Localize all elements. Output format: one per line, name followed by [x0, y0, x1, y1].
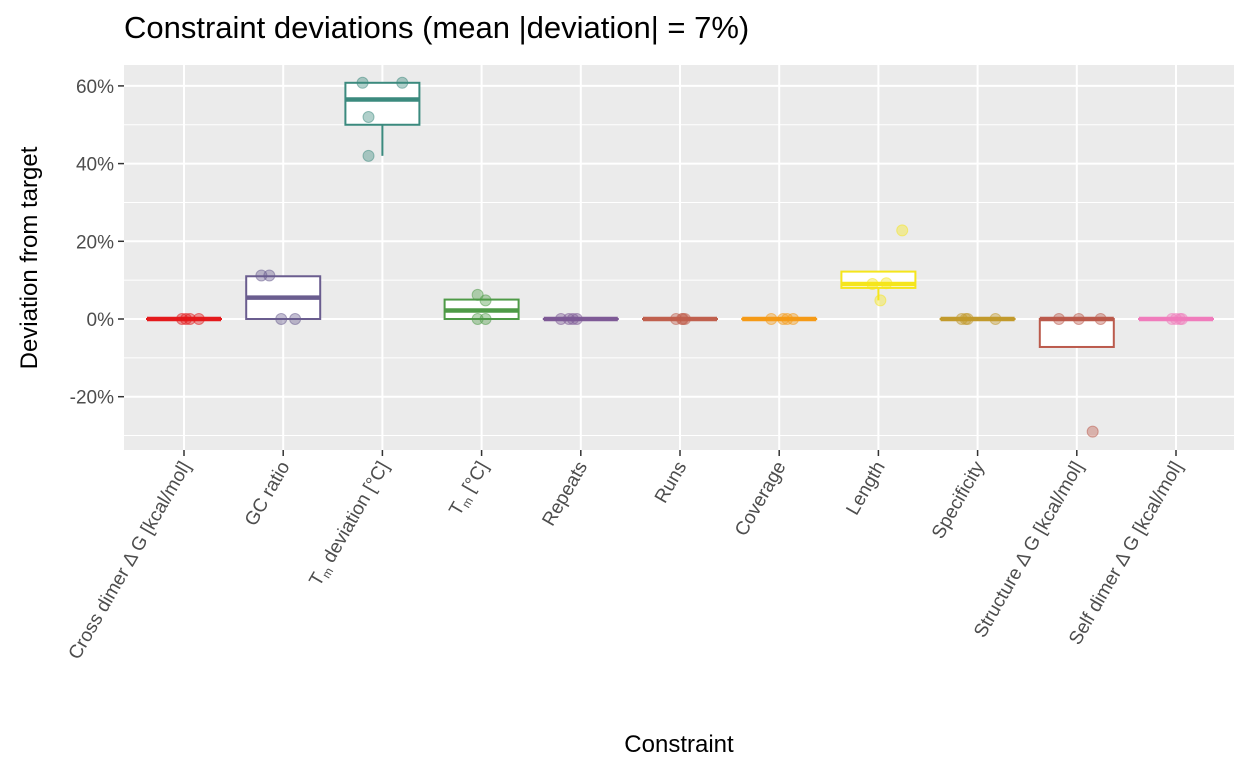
data-point	[275, 313, 288, 325]
data-point	[874, 294, 887, 307]
x-tick-label: Tm [°C]	[445, 458, 494, 520]
data-point	[179, 313, 192, 325]
x-tick-label: Self dimer Δ G [kcal/mol]	[1065, 458, 1187, 649]
data-point	[356, 76, 369, 89]
data-point	[777, 313, 790, 325]
data-point	[396, 76, 409, 89]
box-group	[443, 298, 520, 321]
data-point	[676, 313, 689, 325]
data-point	[866, 278, 879, 291]
y-axis-title: Deviation from target	[16, 146, 43, 369]
data-point	[566, 313, 579, 325]
jitter-points	[176, 76, 1188, 438]
data-point	[765, 313, 778, 325]
data-point	[570, 313, 583, 325]
data-point	[880, 277, 893, 290]
data-point	[1086, 425, 1099, 438]
x-tick-label: Cross dimer Δ G [kcal/mol]	[65, 458, 196, 663]
chart-title: Constraint deviations (mean |deviation| …	[124, 10, 750, 45]
y-tick-label: -20%	[70, 388, 114, 409]
x-tick-label: Structure Δ G [kcal/mol]	[970, 458, 1088, 641]
data-point	[362, 110, 375, 123]
data-point	[479, 313, 492, 325]
x-tick-label: Coverage	[731, 458, 790, 540]
data-point	[1094, 313, 1107, 325]
boxes	[146, 81, 1214, 348]
x-tick-label: Repeats	[539, 458, 593, 530]
data-point	[961, 313, 974, 325]
box-group	[344, 81, 421, 156]
x-axis-title: Constraint	[624, 731, 734, 758]
data-point	[479, 294, 492, 307]
data-point	[289, 313, 302, 325]
data-point	[1052, 313, 1065, 325]
data-point	[1175, 313, 1188, 325]
data-point	[263, 269, 276, 282]
y-tick-label: 40%	[76, 155, 114, 176]
axes: -20% 0% 20% 40% 60%	[70, 77, 1177, 456]
data-point	[183, 313, 196, 325]
data-point	[896, 224, 909, 237]
x-tick-label: Runs	[651, 458, 691, 507]
data-point	[192, 313, 205, 325]
y-tick-label: 20%	[76, 232, 114, 253]
data-point	[1072, 313, 1085, 325]
data-point	[787, 313, 800, 325]
y-tick-label: 0%	[87, 310, 115, 331]
box	[344, 81, 421, 126]
x-tick-label: GC ratio	[241, 458, 295, 530]
data-point	[362, 149, 375, 162]
x-tick-label: Length	[842, 458, 889, 519]
x-tick-label: Specificity	[928, 458, 989, 543]
x-tick-label: Tm deviation [°C]	[305, 458, 395, 591]
box-group	[245, 275, 322, 321]
y-tick-label: 60%	[76, 77, 114, 98]
data-point	[989, 313, 1002, 325]
